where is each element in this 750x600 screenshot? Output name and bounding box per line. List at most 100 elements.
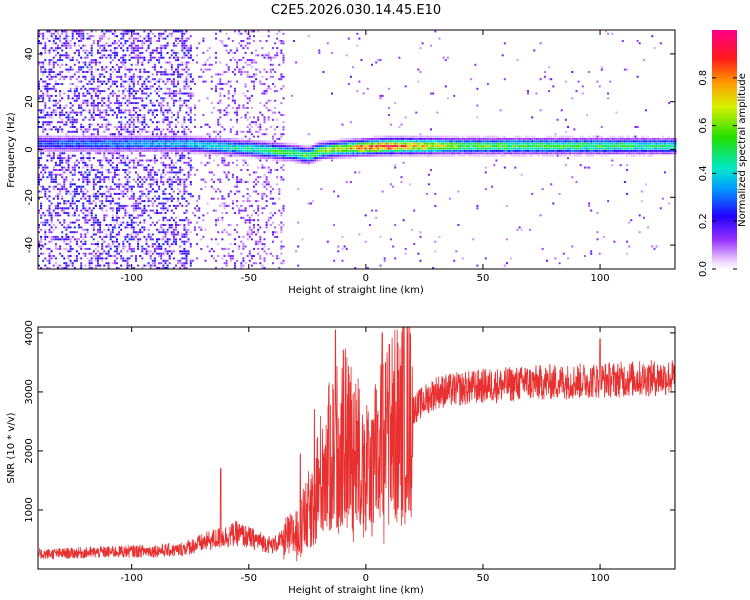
spectrogram-cell: [236, 63, 239, 66]
spectrogram-cell: [109, 195, 112, 198]
spectrogram-cell: [105, 149, 108, 152]
spectrogram-cell: [120, 109, 123, 112]
spectrogram-cell: [221, 126, 224, 128]
spectrogram-cell: [328, 145, 331, 148]
spectrogram-cell: [50, 255, 53, 257]
spectrogram-cell: [113, 80, 116, 83]
spectrogram-cell: [151, 183, 154, 186]
spectrogram-cell: [71, 202, 74, 205]
spectrogram-cell: [219, 204, 222, 207]
spectrogram-cell: [257, 209, 260, 212]
spectrogram-cell: [61, 159, 64, 162]
spectrogram-cell: [126, 235, 129, 238]
spectrogram-cell: [267, 152, 270, 155]
spectrogram-cell: [345, 147, 348, 150]
spectrogram-cell: [130, 137, 133, 140]
spectrogram-cell: [371, 152, 373, 155]
spectrogram-cell: [65, 133, 68, 136]
spectrogram-cell: [122, 243, 125, 246]
spectrogram-cell: [90, 149, 93, 152]
spectrogram-cell: [120, 257, 123, 260]
spectrogram-cell: [312, 154, 314, 157]
spectrogram-cell: [212, 140, 215, 143]
spectrogram-cell: [170, 161, 173, 164]
spectrogram-cell: [82, 99, 85, 102]
spectrogram-cell: [383, 154, 386, 157]
spectrogram-cell: [223, 207, 226, 210]
spectrogram-cell: [111, 147, 114, 150]
spectrogram-cell: [255, 149, 258, 152]
spectrogram-cell: [139, 35, 142, 38]
spectrogram-cell: [101, 56, 104, 59]
spectrogram-cell: [387, 147, 390, 150]
spectrogram-cell: [54, 247, 57, 250]
spectrogram-cell: [71, 195, 74, 198]
spectrogram-cell: [42, 37, 45, 40]
spectrogram-cell: [185, 71, 188, 73]
spectrogram-cell: [88, 173, 91, 176]
spectrogram-cell: [38, 226, 40, 229]
spectrogram-cell: [250, 145, 253, 148]
spectrogram-cell: [105, 195, 108, 198]
spectrogram-cell: [343, 142, 346, 145]
spectrogram-cell: [61, 149, 64, 152]
spectrogram-cell: [82, 154, 85, 157]
spectrogram-cell: [162, 216, 165, 219]
spectrogram-cell: [215, 130, 217, 133]
spectrogram-cell: [137, 176, 140, 179]
spectrogram-cell: [231, 71, 234, 73]
spectrogram-cell: [71, 137, 74, 140]
spectrogram-cell: [253, 30, 255, 33]
spectrogram-cell: [246, 42, 249, 45]
spectrogram-cell: [360, 152, 363, 155]
spectrogram-cell: [179, 190, 182, 193]
spectrogram-cell: [94, 63, 97, 66]
spectrogram-cell: [272, 188, 274, 191]
spectrogram-cell: [312, 149, 314, 152]
spectrogram-cell: [244, 262, 247, 265]
spectrogram-cell: [130, 238, 133, 241]
spectrogram-cell: [158, 195, 161, 198]
spectrogram-cell: [113, 54, 116, 57]
spectrogram-cell: [40, 111, 43, 114]
spectrogram-cell: [145, 123, 148, 126]
spectrogram-cell: [116, 173, 118, 176]
spectrogram-cell: [158, 121, 161, 124]
spectrogram-cell: [101, 68, 104, 71]
spectrogram-cell: [118, 149, 121, 152]
spectrogram-cell: [305, 161, 308, 164]
spectrogram-cell: [259, 152, 262, 155]
spectrogram-cell: [261, 133, 264, 136]
spectrogram-cell: [130, 78, 133, 81]
spectrogram-cell: [40, 145, 43, 148]
spectrogram-cell: [217, 102, 220, 105]
spectrogram-cell: [84, 233, 87, 236]
spectrogram-cell: [130, 121, 133, 124]
spectrogram-cell: [189, 135, 192, 138]
spectrogram-cell: [48, 40, 51, 42]
spectrogram-cell: [59, 83, 62, 85]
spectrogram-cell: [54, 83, 57, 85]
spectrogram-cell: [73, 126, 76, 128]
spectrogram-cell: [151, 140, 154, 143]
spectrogram-cell: [164, 231, 167, 234]
spectrogram-cell: [139, 97, 142, 100]
spectrogram-cell: [223, 255, 226, 257]
spectrogram-cell: [246, 47, 249, 50]
spectrogram-cell: [162, 47, 165, 50]
spectrogram-cell: [122, 216, 125, 219]
spectrogram-cell: [71, 197, 74, 200]
spectrogram-cell: [84, 252, 87, 255]
spectrogram-cell: [151, 104, 154, 107]
spectrogram-cell: [88, 154, 91, 157]
spectrogram-cell: [54, 61, 57, 64]
spectrogram-cell: [147, 71, 150, 73]
spectrogram-cell: [84, 219, 87, 222]
spectrogram-cell: [179, 63, 182, 66]
spectrogram-cell: [122, 257, 125, 260]
spectrogram-cell: [130, 224, 133, 226]
spectrogram-cell: [185, 149, 188, 152]
spectrogram-cell: [383, 135, 386, 138]
spectrogram-cell: [92, 116, 95, 119]
spectrogram-cell: [137, 90, 140, 93]
